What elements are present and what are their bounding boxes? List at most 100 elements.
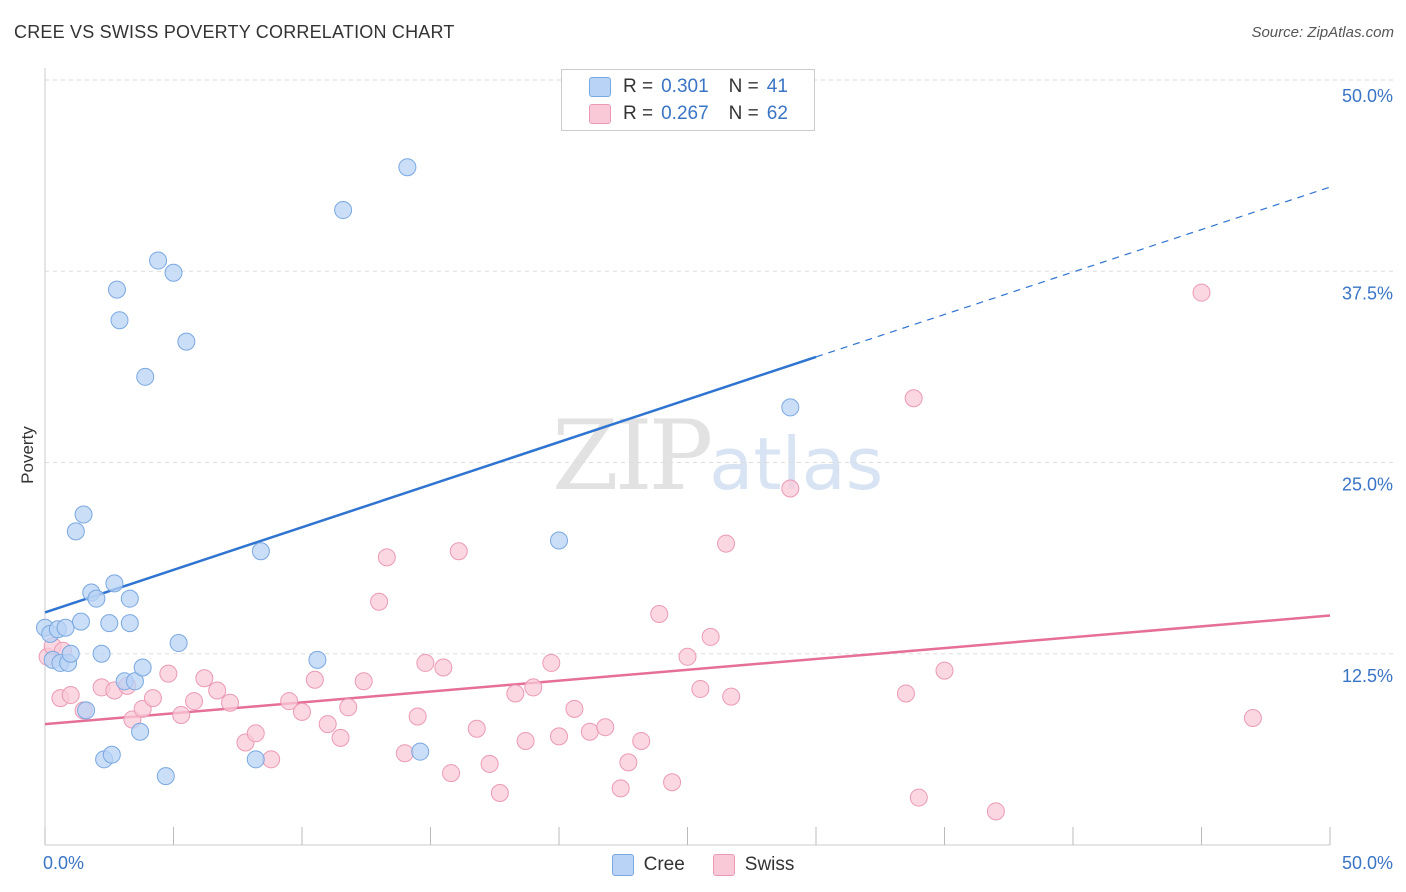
swiss-point [280, 692, 299, 711]
legend-n-value: 62 [766, 103, 788, 124]
cree-swatch [589, 77, 611, 97]
source-label: Source: ZipAtlas.com [1251, 24, 1394, 41]
cree-point [110, 311, 129, 330]
swiss-point [480, 754, 499, 773]
grid-lines [45, 79, 1395, 655]
swiss-point [896, 684, 915, 703]
cree-point [74, 505, 93, 524]
cree-point [334, 201, 353, 220]
y-tick-label: 12.5% [1342, 666, 1393, 686]
swiss-point [331, 728, 350, 747]
swiss-point [542, 653, 561, 672]
legend-n-label: N = [728, 76, 759, 97]
swiss-point [678, 647, 697, 666]
swiss-point [611, 779, 630, 798]
cree-point [136, 367, 155, 386]
legend-r-label: R = [623, 103, 654, 124]
swiss-point [909, 788, 928, 807]
swiss-point [691, 679, 710, 698]
swiss-swatch [589, 104, 611, 124]
y-tick-label: 25.0% [1342, 475, 1393, 495]
stats-legend: R = 0.301 N = 41 R = 0.267 N = 62 [561, 69, 815, 131]
swiss-swatch [712, 854, 735, 876]
cree-trend-line [44, 355, 817, 614]
swiss-point [550, 727, 568, 746]
swiss-point [293, 702, 311, 721]
legend-n-label: N = [728, 103, 759, 124]
swiss-trend-line [44, 614, 1331, 726]
cree-point [56, 618, 75, 637]
swiss-point [467, 719, 486, 738]
cree-point [398, 158, 417, 177]
cree-point [125, 672, 144, 691]
cree-point [87, 589, 106, 608]
legend-n-value: 41 [766, 76, 788, 97]
swiss-point [722, 687, 741, 706]
swiss-point [305, 670, 324, 689]
swiss-point [596, 718, 615, 737]
cree-point [781, 398, 800, 417]
swiss-point [449, 542, 468, 561]
swiss-point [195, 669, 214, 688]
cree-point [177, 332, 196, 351]
swiss-point [221, 693, 240, 712]
legend-item-swiss[interactable]: Swiss [712, 854, 795, 876]
swiss-point [701, 627, 720, 646]
cree-point [149, 251, 168, 270]
legend-item-cree[interactable]: Cree [611, 854, 685, 876]
cree-point [120, 589, 139, 608]
swiss-point [650, 604, 669, 623]
legend-r-value: 0.301 [661, 76, 709, 97]
cree-point [164, 263, 183, 282]
swiss-point [208, 681, 227, 700]
cree-point [120, 614, 139, 633]
swiss-point [1243, 709, 1262, 728]
swiss-point [1192, 283, 1211, 302]
swiss-point [159, 664, 178, 683]
swiss-point [935, 661, 954, 680]
cree-point [156, 767, 175, 786]
swiss-point [986, 802, 1005, 821]
tick-labels: 12.5% 25.0% 37.5% 50.0% 0.0% 50.0% [43, 86, 1393, 873]
series-legend: Cree Swiss [0, 852, 1406, 878]
y-axis-label: Poverty [18, 426, 37, 484]
cree-point [251, 542, 270, 561]
cree-point [246, 750, 265, 769]
swiss-point [262, 750, 281, 769]
y-tick-label: 37.5% [1342, 283, 1393, 303]
swiss-point [318, 715, 337, 734]
x-tick-label: 50.0% [1342, 853, 1393, 873]
swiss-point [172, 705, 191, 724]
cree-point [308, 650, 327, 669]
swiss-point [61, 686, 80, 705]
cree-point [100, 614, 119, 633]
swiss-point [663, 773, 682, 792]
cree-swatch [611, 854, 634, 876]
swiss-point [619, 753, 638, 772]
cree-point [105, 574, 124, 593]
swiss-point [717, 534, 736, 553]
cree-trend-extension [815, 186, 1331, 358]
axes [44, 68, 1331, 846]
legend-swiss-label: Swiss [744, 854, 795, 875]
swiss-point [781, 479, 800, 498]
cree-point [550, 531, 568, 550]
data-points [36, 158, 1262, 821]
chart-title: CREE VS SWISS POVERTY CORRELATION CHART [14, 22, 455, 42]
swiss-point [524, 678, 543, 697]
swiss-point [434, 658, 453, 677]
cree-point [107, 280, 126, 299]
cree-point [92, 644, 111, 663]
cree-point [133, 658, 152, 677]
swiss-point [565, 699, 584, 718]
cree-point [66, 522, 85, 541]
swiss-point [408, 707, 427, 726]
cree-point [169, 634, 188, 653]
legend-row-swiss: R = 0.267 N = 62 [589, 102, 788, 126]
swiss-point [490, 783, 509, 802]
cree-point [77, 701, 96, 720]
x-tick-label: 0.0% [43, 853, 84, 873]
swiss-point [580, 722, 599, 741]
swiss-point [143, 689, 162, 708]
